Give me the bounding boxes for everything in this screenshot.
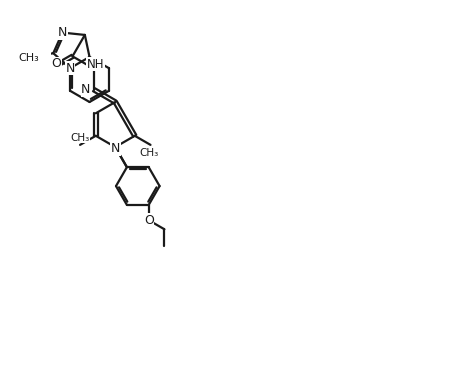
Text: N: N	[110, 142, 120, 156]
Text: NH: NH	[87, 58, 104, 71]
Text: N: N	[58, 26, 67, 39]
Text: CH₃: CH₃	[139, 148, 158, 158]
Text: O: O	[144, 214, 154, 227]
Text: N: N	[65, 62, 75, 75]
Text: N: N	[81, 83, 90, 96]
Text: CH₃: CH₃	[70, 132, 89, 143]
Text: O: O	[51, 57, 62, 70]
Text: CH₃: CH₃	[18, 53, 39, 63]
